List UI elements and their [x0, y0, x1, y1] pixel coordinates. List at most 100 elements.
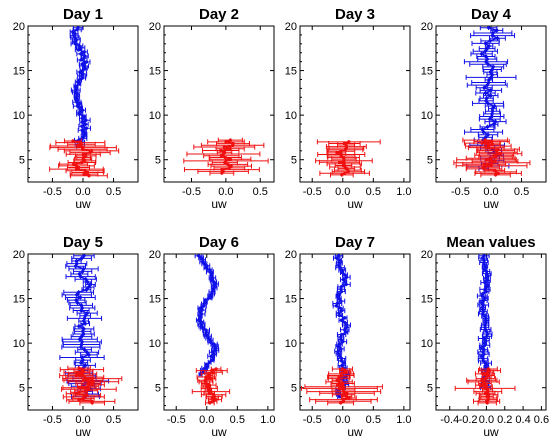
x-tick-label: 1.0: [260, 414, 275, 426]
y-tick-label: 5: [427, 155, 433, 167]
red-series: [454, 138, 530, 178]
x-tick-label: -0.5: [303, 186, 322, 198]
y-tick-label: 5: [291, 383, 297, 395]
data-point: [229, 139, 232, 142]
red-series: [50, 138, 119, 178]
data-point: [487, 367, 490, 370]
y-tick-label: 20: [285, 21, 297, 33]
y-tick-label: 5: [155, 155, 161, 167]
x-tick-label: 1.0: [396, 186, 411, 198]
blue-series: [70, 25, 90, 149]
x-tick-label: -0.2: [459, 414, 478, 426]
data-layer: [301, 253, 382, 405]
x-tick-label: -0.5: [182, 186, 201, 198]
red-series: [455, 366, 515, 405]
y-tick-label: 15: [285, 66, 297, 78]
y-tick-label: 10: [285, 338, 297, 350]
y-tick-label: 10: [149, 338, 161, 350]
y-tick-label: 15: [149, 294, 161, 306]
data-layer: [184, 138, 268, 176]
y-tick-label: 5: [19, 155, 25, 167]
x-tick-label: 0.6: [534, 414, 549, 426]
y-tick-label: 5: [427, 383, 433, 395]
y-tick-label: 15: [285, 294, 297, 306]
x-axis-label: uw: [483, 425, 499, 439]
x-tick-label: 0.5: [230, 414, 245, 426]
y-tick-label: 5: [19, 383, 25, 395]
data-point: [76, 26, 79, 29]
plot-frame: [300, 26, 410, 182]
data-point: [77, 367, 80, 370]
data-point: [215, 367, 218, 370]
red-series: [184, 138, 268, 176]
plot-frame: [164, 26, 274, 182]
x-tick-label: 1.0: [396, 414, 411, 426]
x-axis-label: uw: [211, 425, 227, 439]
panel-title: Day 2: [199, 6, 239, 23]
y-tick-label: 20: [149, 21, 161, 33]
y-tick-label: 20: [421, 249, 433, 261]
data-point: [337, 254, 340, 257]
panel-title: Day 3: [335, 6, 375, 23]
y-tick-label: 10: [13, 338, 25, 350]
x-tick-label: 0.5: [366, 414, 381, 426]
y-tick-label: 15: [421, 66, 433, 78]
data-point: [197, 254, 200, 257]
x-axis-label: uw: [75, 197, 91, 211]
y-tick-label: 10: [149, 110, 161, 122]
panel-title: Day 4: [471, 6, 512, 23]
y-tick-label: 10: [285, 110, 297, 122]
data-point: [347, 140, 350, 143]
panel-title: Day 6: [199, 234, 239, 251]
x-tick-label: 0.2: [497, 414, 512, 426]
x-tick-label: -0.4: [440, 414, 459, 426]
y-tick-label: 10: [421, 338, 433, 350]
y-tick-label: 10: [421, 110, 433, 122]
data-layer: [50, 25, 119, 178]
data-point: [341, 367, 344, 370]
x-tick-label: 0.5: [106, 414, 121, 426]
x-tick-label: 0.5: [514, 186, 529, 198]
data-layer: [455, 253, 515, 405]
data-layer: [60, 253, 122, 405]
y-tick-label: 10: [13, 110, 25, 122]
x-tick-label: 0.5: [106, 186, 121, 198]
y-tick-label: 20: [13, 249, 25, 261]
x-axis-label: uw: [347, 425, 363, 439]
y-tick-label: 5: [291, 155, 297, 167]
x-axis-label: uw: [211, 197, 227, 211]
y-tick-label: 20: [285, 249, 297, 261]
x-tick-label: 0.4: [515, 414, 530, 426]
data-layer: [316, 139, 381, 177]
panel-title: Day 5: [63, 234, 103, 251]
x-tick-label: 0.5: [366, 186, 381, 198]
panel-title: Day 7: [335, 234, 375, 251]
plot-frame: [164, 254, 274, 410]
red-series: [316, 139, 381, 177]
blue-series: [195, 253, 219, 377]
data-point: [482, 254, 485, 257]
y-tick-label: 15: [149, 66, 161, 78]
data-layer: [192, 253, 229, 405]
red-series: [301, 366, 382, 405]
x-tick-label: 0.5: [253, 186, 268, 198]
red-series: [192, 366, 229, 405]
y-tick-label: 20: [13, 21, 25, 33]
x-tick-label: -0.5: [43, 186, 62, 198]
x-tick-label: -0.5: [451, 186, 470, 198]
x-axis-label: uw: [75, 425, 91, 439]
data-layer: [454, 25, 530, 177]
data-point: [487, 26, 490, 29]
x-tick-label: -0.5: [303, 414, 322, 426]
x-tick-label: -0.5: [43, 414, 62, 426]
y-tick-label: 5: [155, 383, 161, 395]
